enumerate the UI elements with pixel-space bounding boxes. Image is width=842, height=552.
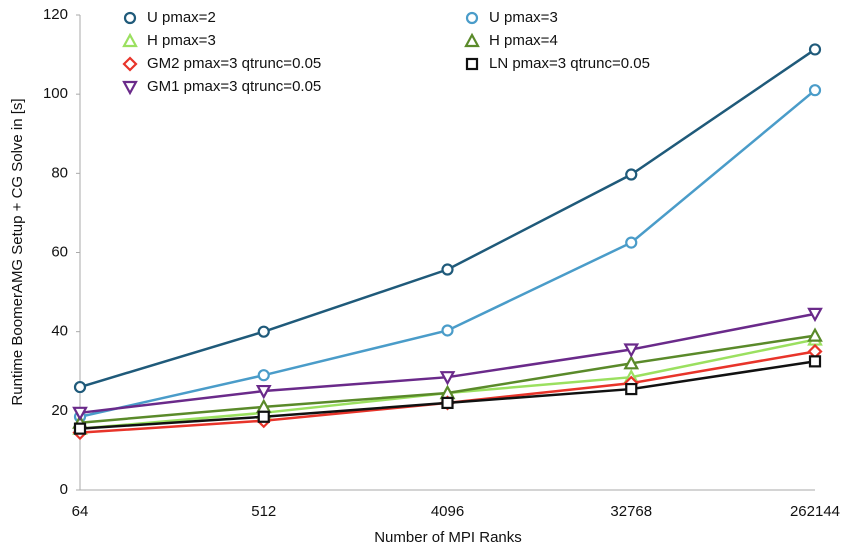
legend-label: GM1 pmax=3 qtrunc=0.05: [147, 78, 321, 95]
marker: [73, 380, 87, 394]
legend-label: H pmax=4: [489, 32, 558, 49]
marker: [441, 263, 454, 276]
marker: [72, 406, 88, 422]
legend-marker: [465, 11, 479, 25]
legend-marker: [464, 32, 480, 48]
y-axis-label: Runtime BoomerAMG Setup + CG Solve in [s…: [9, 98, 26, 405]
marker: [257, 410, 270, 423]
marker: [257, 325, 270, 338]
y-tick-label: 100: [43, 85, 68, 102]
legend-label: H pmax=3: [147, 32, 216, 49]
marker: [73, 422, 87, 435]
legend-marker: [465, 57, 479, 71]
y-tick-label: 120: [43, 6, 68, 23]
marker: [623, 355, 640, 370]
x-tick-label: 4096: [431, 503, 464, 520]
marker: [625, 168, 638, 181]
legend-label: LN pmax=3 qtrunc=0.05: [489, 55, 650, 72]
y-tick-label: 40: [51, 323, 68, 340]
legend-label: U pmax=2: [147, 9, 216, 26]
marker: [807, 327, 823, 342]
legend-marker: [122, 32, 138, 48]
legend-marker: [122, 80, 138, 96]
x-tick-label: 32768: [610, 503, 652, 520]
y-tick-label: 80: [51, 164, 68, 181]
marker: [808, 84, 822, 97]
marker: [255, 398, 272, 413]
marker: [625, 382, 638, 396]
series-line: [79, 89, 816, 418]
marker: [441, 396, 454, 410]
marker: [439, 371, 456, 386]
legend-label: GM2 pmax=3 qtrunc=0.05: [147, 55, 321, 72]
legend-marker: [123, 11, 137, 25]
x-tick-label: 512: [251, 503, 276, 520]
marker: [257, 369, 270, 382]
marker: [623, 343, 640, 358]
marker: [808, 355, 822, 368]
y-tick-label: 0: [60, 481, 68, 498]
marker: [441, 324, 454, 337]
marker: [808, 43, 822, 56]
marker: [255, 384, 272, 400]
legend-marker: [122, 56, 138, 72]
x-tick-label: 262144: [790, 503, 840, 520]
y-tick-label: 20: [51, 402, 68, 419]
marker: [625, 236, 638, 249]
marker: [807, 307, 823, 323]
x-axis-label: Number of MPI Ranks: [374, 529, 522, 546]
x-tick-label: 64: [72, 503, 89, 520]
legend-label: U pmax=3: [489, 9, 558, 26]
y-tick-label: 60: [51, 243, 68, 260]
